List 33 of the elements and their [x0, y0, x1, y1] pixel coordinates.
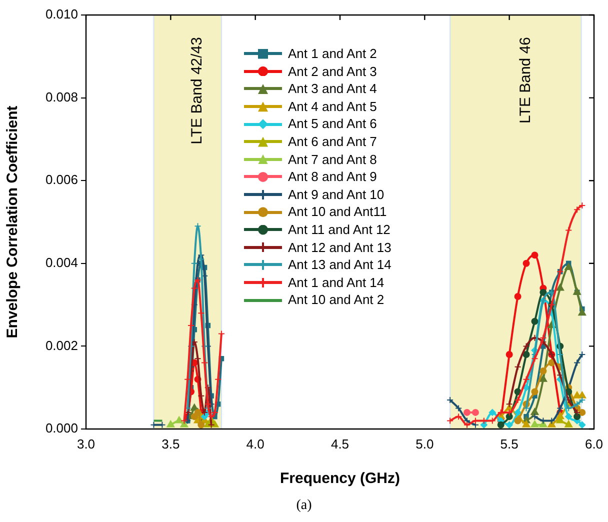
x-tick-label: 4.5 — [330, 436, 350, 452]
legend-label: Ant 3 and Ant 4 — [288, 80, 377, 98]
y-axis-title: Envelope Correlation Coefficient — [4, 106, 22, 338]
y-tick-label: 0.010 — [45, 6, 78, 22]
legend-label: Ant 7 and Ant 8 — [288, 150, 377, 168]
y-tick-label: 0.008 — [45, 89, 78, 104]
x-tick-label: 4.0 — [246, 436, 264, 452]
legend-label: Ant 5 and Ant 6 — [288, 115, 377, 133]
x-tick-label: 6.0 — [584, 436, 604, 452]
y-tick-label: 0.006 — [45, 172, 78, 188]
x-tick-label: 5.0 — [416, 436, 434, 452]
legend-label: Ant 8 and Ant 9 — [288, 168, 377, 186]
legend-label: Ant 9 and Ant 10 — [288, 186, 384, 204]
x-tick-label: 5.5 — [500, 436, 518, 452]
x-axis-title: Frequency (GHz) — [280, 470, 400, 488]
legend-label: Ant 10 and Ant11 — [288, 203, 387, 221]
y-tick-label: 0.002 — [45, 338, 78, 353]
legend-label: Ant 1 and Ant 14 — [288, 274, 384, 292]
legend-label: Ant 10 and Ant 2 — [288, 291, 384, 309]
y-tick-label: 0.004 — [45, 254, 78, 270]
y-tick-label: 0.000 — [45, 420, 78, 436]
x-tick-label: 3.0 — [76, 436, 96, 452]
legend-label: Ant 6 and Ant 7 — [288, 132, 377, 151]
legend-label: Ant 13 and Ant 14 — [288, 256, 392, 274]
legend-label: Ant 1 and Ant 2 — [288, 45, 377, 63]
legend-label: Ant 12 and Ant 13 — [288, 238, 392, 256]
x-tick-label: 3.5 — [162, 436, 180, 452]
text: (a) — [295, 498, 313, 514]
legend-label: Ant 4 and Ant 5 — [288, 98, 377, 116]
band-label: LTE Band 42/43 — [188, 37, 206, 144]
legend-label: Ant 2 and Ant 3 — [288, 62, 377, 80]
band-label: LTE Band 46 — [516, 37, 534, 124]
legend-label: Ant 11 and Ant 12 — [288, 220, 390, 239]
